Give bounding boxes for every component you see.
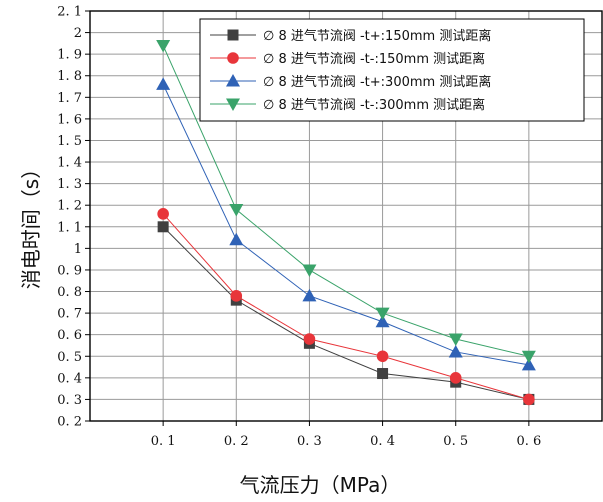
y-tick-label: 1. 7	[57, 91, 82, 106]
data-point	[230, 290, 243, 302]
y-tick-label: 0. 7	[57, 307, 82, 322]
legend-box	[199, 18, 585, 122]
y-tick-label: 0. 2	[57, 415, 82, 430]
series-line	[162, 213, 529, 400]
x-tick-label: 0. 1	[151, 434, 176, 449]
y-axis-title: 消电时间（s）	[19, 159, 43, 289]
y-tick-label: 0. 3	[57, 393, 82, 408]
legend-item: ∅ 8 进气节流阀 -t+:150mm 测试距离	[210, 28, 491, 44]
y-tick-label: 0. 8	[57, 285, 82, 300]
series-line	[162, 84, 529, 366]
y-tick-label: 0. 5	[57, 350, 82, 365]
data-point	[157, 208, 169, 220]
legend-marker	[227, 29, 239, 41]
y-tick-label: 0. 6	[57, 328, 82, 343]
x-tick-label: 0. 5	[443, 434, 468, 449]
data-point	[448, 333, 463, 346]
data-point	[521, 357, 536, 371]
data-point	[302, 288, 317, 302]
legend-marker	[226, 74, 240, 87]
data-point	[376, 350, 389, 363]
legend-marker	[226, 98, 240, 111]
series-2	[157, 208, 535, 406]
y-tick-label: 1. 3	[57, 177, 82, 192]
legend-item: ∅ 8 进气节流阀 -t+:300mm 测试距离	[210, 74, 491, 90]
series-4	[156, 40, 536, 364]
series-line	[162, 45, 529, 357]
data-point	[156, 77, 171, 90]
y-tick-label: 1. 1	[57, 220, 82, 235]
x-tick-label: 0. 3	[297, 434, 322, 449]
legend-label: ∅ 8 进气节流阀 -t-:300mm 测试距离	[263, 97, 485, 113]
y-tick-label: 1. 8	[57, 69, 82, 84]
series-line	[162, 226, 529, 400]
legend-item: ∅ 8 进气节流阀 -t-:300mm 测试距离	[210, 97, 485, 113]
y-tick-label: 2	[74, 26, 82, 41]
data-point	[156, 40, 171, 53]
x-tick-label: 0. 4	[370, 434, 395, 449]
data-point	[523, 393, 535, 406]
y-tick-label: 1. 9	[57, 48, 82, 63]
x-axis-title: 气流压力（MPa）	[240, 473, 401, 497]
legend-label: ∅ 8 进气节流阀 -t+:150mm 测试距离	[263, 28, 491, 44]
data-point	[303, 333, 316, 345]
legend: ∅ 8 进气节流阀 -t+:150mm 测试距离 ∅ 8 进气节流阀 -t-:15…	[199, 18, 585, 122]
data-point	[448, 344, 463, 358]
series-layer	[156, 40, 536, 406]
data-point	[157, 221, 169, 233]
axis-ticks: 0. 1 0. 2 0. 3 0. 4 0. 5 0. 6 0. 2 0. 3 0. 4 0. 5…	[57, 5, 541, 450]
data-point	[229, 232, 244, 246]
series-3	[156, 77, 536, 371]
y-tick-label: 2. 1	[57, 5, 82, 20]
data-point	[229, 204, 244, 217]
data-point	[521, 350, 536, 364]
y-tick-label: 1. 4	[57, 156, 82, 171]
y-tick-label: 1. 5	[57, 134, 82, 149]
legend-label: ∅ 8 进气节流阀 -t+:300mm 测试距离	[263, 74, 491, 90]
legend-marker	[227, 52, 239, 64]
legend-item: ∅ 8 进气节流阀 -t-:150mm 测试距离	[210, 51, 485, 67]
data-point	[377, 368, 389, 380]
y-tick-label: 0. 4	[57, 371, 82, 386]
data-point	[375, 314, 390, 328]
x-tick-label: 0. 6	[516, 434, 541, 449]
y-tick-label: 0. 9	[57, 263, 82, 278]
y-tick-label: 1	[74, 242, 82, 257]
x-tick-label: 0. 2	[224, 434, 249, 449]
data-point	[302, 264, 317, 277]
legend-label: ∅ 8 进气节流阀 -t-:150mm 测试距离	[263, 51, 485, 67]
plot-frame	[89, 10, 603, 422]
y-tick-label: 1. 2	[57, 199, 82, 214]
data-point	[375, 307, 390, 321]
y-tick-label: 1. 6	[57, 112, 82, 127]
data-point	[449, 372, 462, 384]
